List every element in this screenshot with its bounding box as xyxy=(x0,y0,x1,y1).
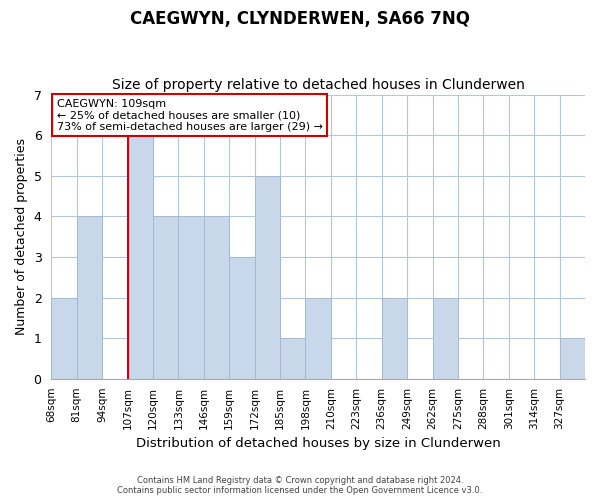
Bar xyxy=(153,216,178,379)
Title: Size of property relative to detached houses in Clunderwen: Size of property relative to detached ho… xyxy=(112,78,524,92)
Bar xyxy=(204,216,229,379)
Bar xyxy=(305,298,331,379)
Bar xyxy=(382,298,407,379)
Bar xyxy=(254,176,280,379)
Bar xyxy=(77,216,102,379)
Bar xyxy=(280,338,305,379)
Bar xyxy=(560,338,585,379)
Bar xyxy=(51,298,77,379)
Text: CAEGWYN, CLYNDERWEN, SA66 7NQ: CAEGWYN, CLYNDERWEN, SA66 7NQ xyxy=(130,10,470,28)
Text: CAEGWYN: 109sqm
← 25% of detached houses are smaller (10)
73% of semi-detached h: CAEGWYN: 109sqm ← 25% of detached houses… xyxy=(56,99,323,132)
Text: Contains HM Land Registry data © Crown copyright and database right 2024.
Contai: Contains HM Land Registry data © Crown c… xyxy=(118,476,482,495)
X-axis label: Distribution of detached houses by size in Clunderwen: Distribution of detached houses by size … xyxy=(136,437,500,450)
Bar xyxy=(128,135,153,379)
Bar xyxy=(229,257,254,379)
Bar xyxy=(178,216,204,379)
Bar xyxy=(433,298,458,379)
Y-axis label: Number of detached properties: Number of detached properties xyxy=(15,138,28,335)
